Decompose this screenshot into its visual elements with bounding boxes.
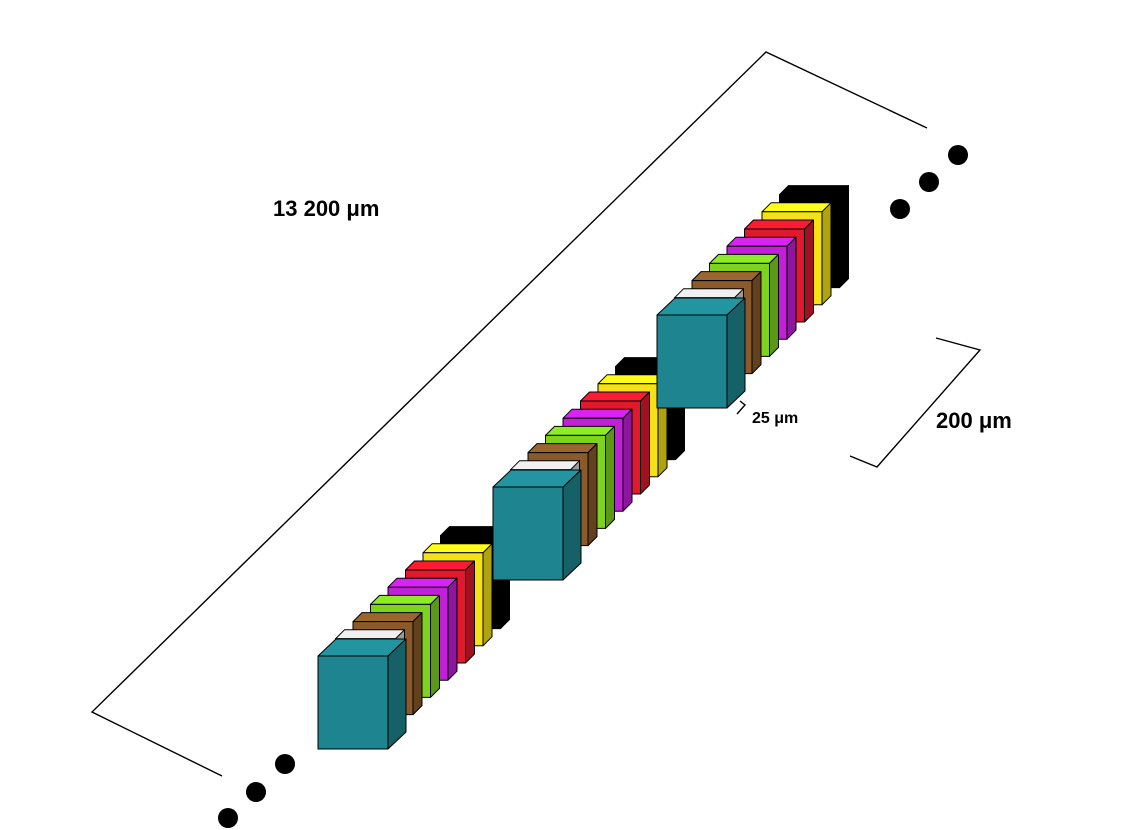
lead-layer bbox=[656, 297, 746, 409]
layer-slab-side bbox=[804, 219, 814, 323]
lead-layer-front bbox=[492, 486, 564, 581]
layer-slab-side bbox=[786, 236, 797, 340]
lead-layer bbox=[317, 638, 407, 750]
total-length-label: 13 200 μm bbox=[273, 196, 379, 221]
layer-slab-top bbox=[422, 543, 493, 554]
layer-slab-side bbox=[587, 443, 598, 547]
gap-label: 25 μm bbox=[752, 410, 798, 427]
lead-layer-side bbox=[562, 469, 582, 581]
layer-slab-top bbox=[709, 253, 779, 264]
layer-slab-top bbox=[726, 236, 797, 247]
layer-slab-top bbox=[691, 271, 762, 282]
layer-slab-top bbox=[405, 560, 475, 571]
continuation-dot bbox=[890, 199, 910, 219]
layer-block bbox=[317, 526, 510, 750]
continuation-dot bbox=[218, 808, 238, 828]
layer-slab-top bbox=[527, 443, 598, 454]
layer-slab-side bbox=[622, 408, 633, 512]
layer-slab-side bbox=[412, 612, 423, 716]
continuation-dots-top bbox=[890, 145, 968, 219]
layer-blocks bbox=[317, 185, 849, 750]
layer-slab-side bbox=[640, 391, 650, 495]
lead-layer-front bbox=[317, 655, 389, 750]
lead-layer-front bbox=[656, 314, 728, 409]
layer-slab-side bbox=[430, 594, 440, 698]
layer-slab-side bbox=[821, 202, 832, 306]
layer-slab-top bbox=[387, 577, 458, 588]
layer-slab-top bbox=[545, 425, 615, 436]
layer-block bbox=[492, 357, 685, 581]
layer-slab-side bbox=[839, 185, 849, 289]
lead-layer-side bbox=[726, 297, 746, 409]
gap-tick bbox=[736, 400, 747, 415]
layer-slab-top bbox=[779, 185, 849, 196]
lead-layer-side bbox=[387, 638, 407, 750]
lead-layer bbox=[492, 469, 582, 581]
block-period-label: 200 μm bbox=[936, 408, 1012, 433]
layer-slab-side bbox=[447, 577, 458, 681]
layer-slab-side bbox=[482, 543, 493, 647]
layer-slab-top bbox=[744, 219, 814, 230]
layer-slab-top bbox=[352, 612, 423, 623]
continuation-dot bbox=[246, 782, 266, 802]
continuation-dots-bottom bbox=[218, 754, 295, 828]
layer-slab-top bbox=[370, 594, 440, 605]
layer-slab-top bbox=[335, 629, 405, 640]
layer-slab-top bbox=[562, 408, 633, 419]
continuation-dot bbox=[919, 172, 939, 192]
layer-slab-side bbox=[605, 425, 615, 529]
layer-block bbox=[656, 185, 849, 409]
layer-slab-top bbox=[580, 391, 650, 402]
layer-slab-side bbox=[465, 560, 475, 664]
block-period-bracket bbox=[849, 337, 982, 468]
layer-slab-top bbox=[510, 460, 580, 471]
layer-slab-side bbox=[751, 271, 762, 375]
total-length-bracket bbox=[90, 51, 928, 777]
layer-slab-side bbox=[769, 253, 779, 357]
layer-slab-top bbox=[674, 288, 744, 299]
continuation-dot bbox=[948, 145, 968, 165]
continuation-dot bbox=[275, 754, 295, 774]
layer-slab-top bbox=[761, 202, 832, 213]
